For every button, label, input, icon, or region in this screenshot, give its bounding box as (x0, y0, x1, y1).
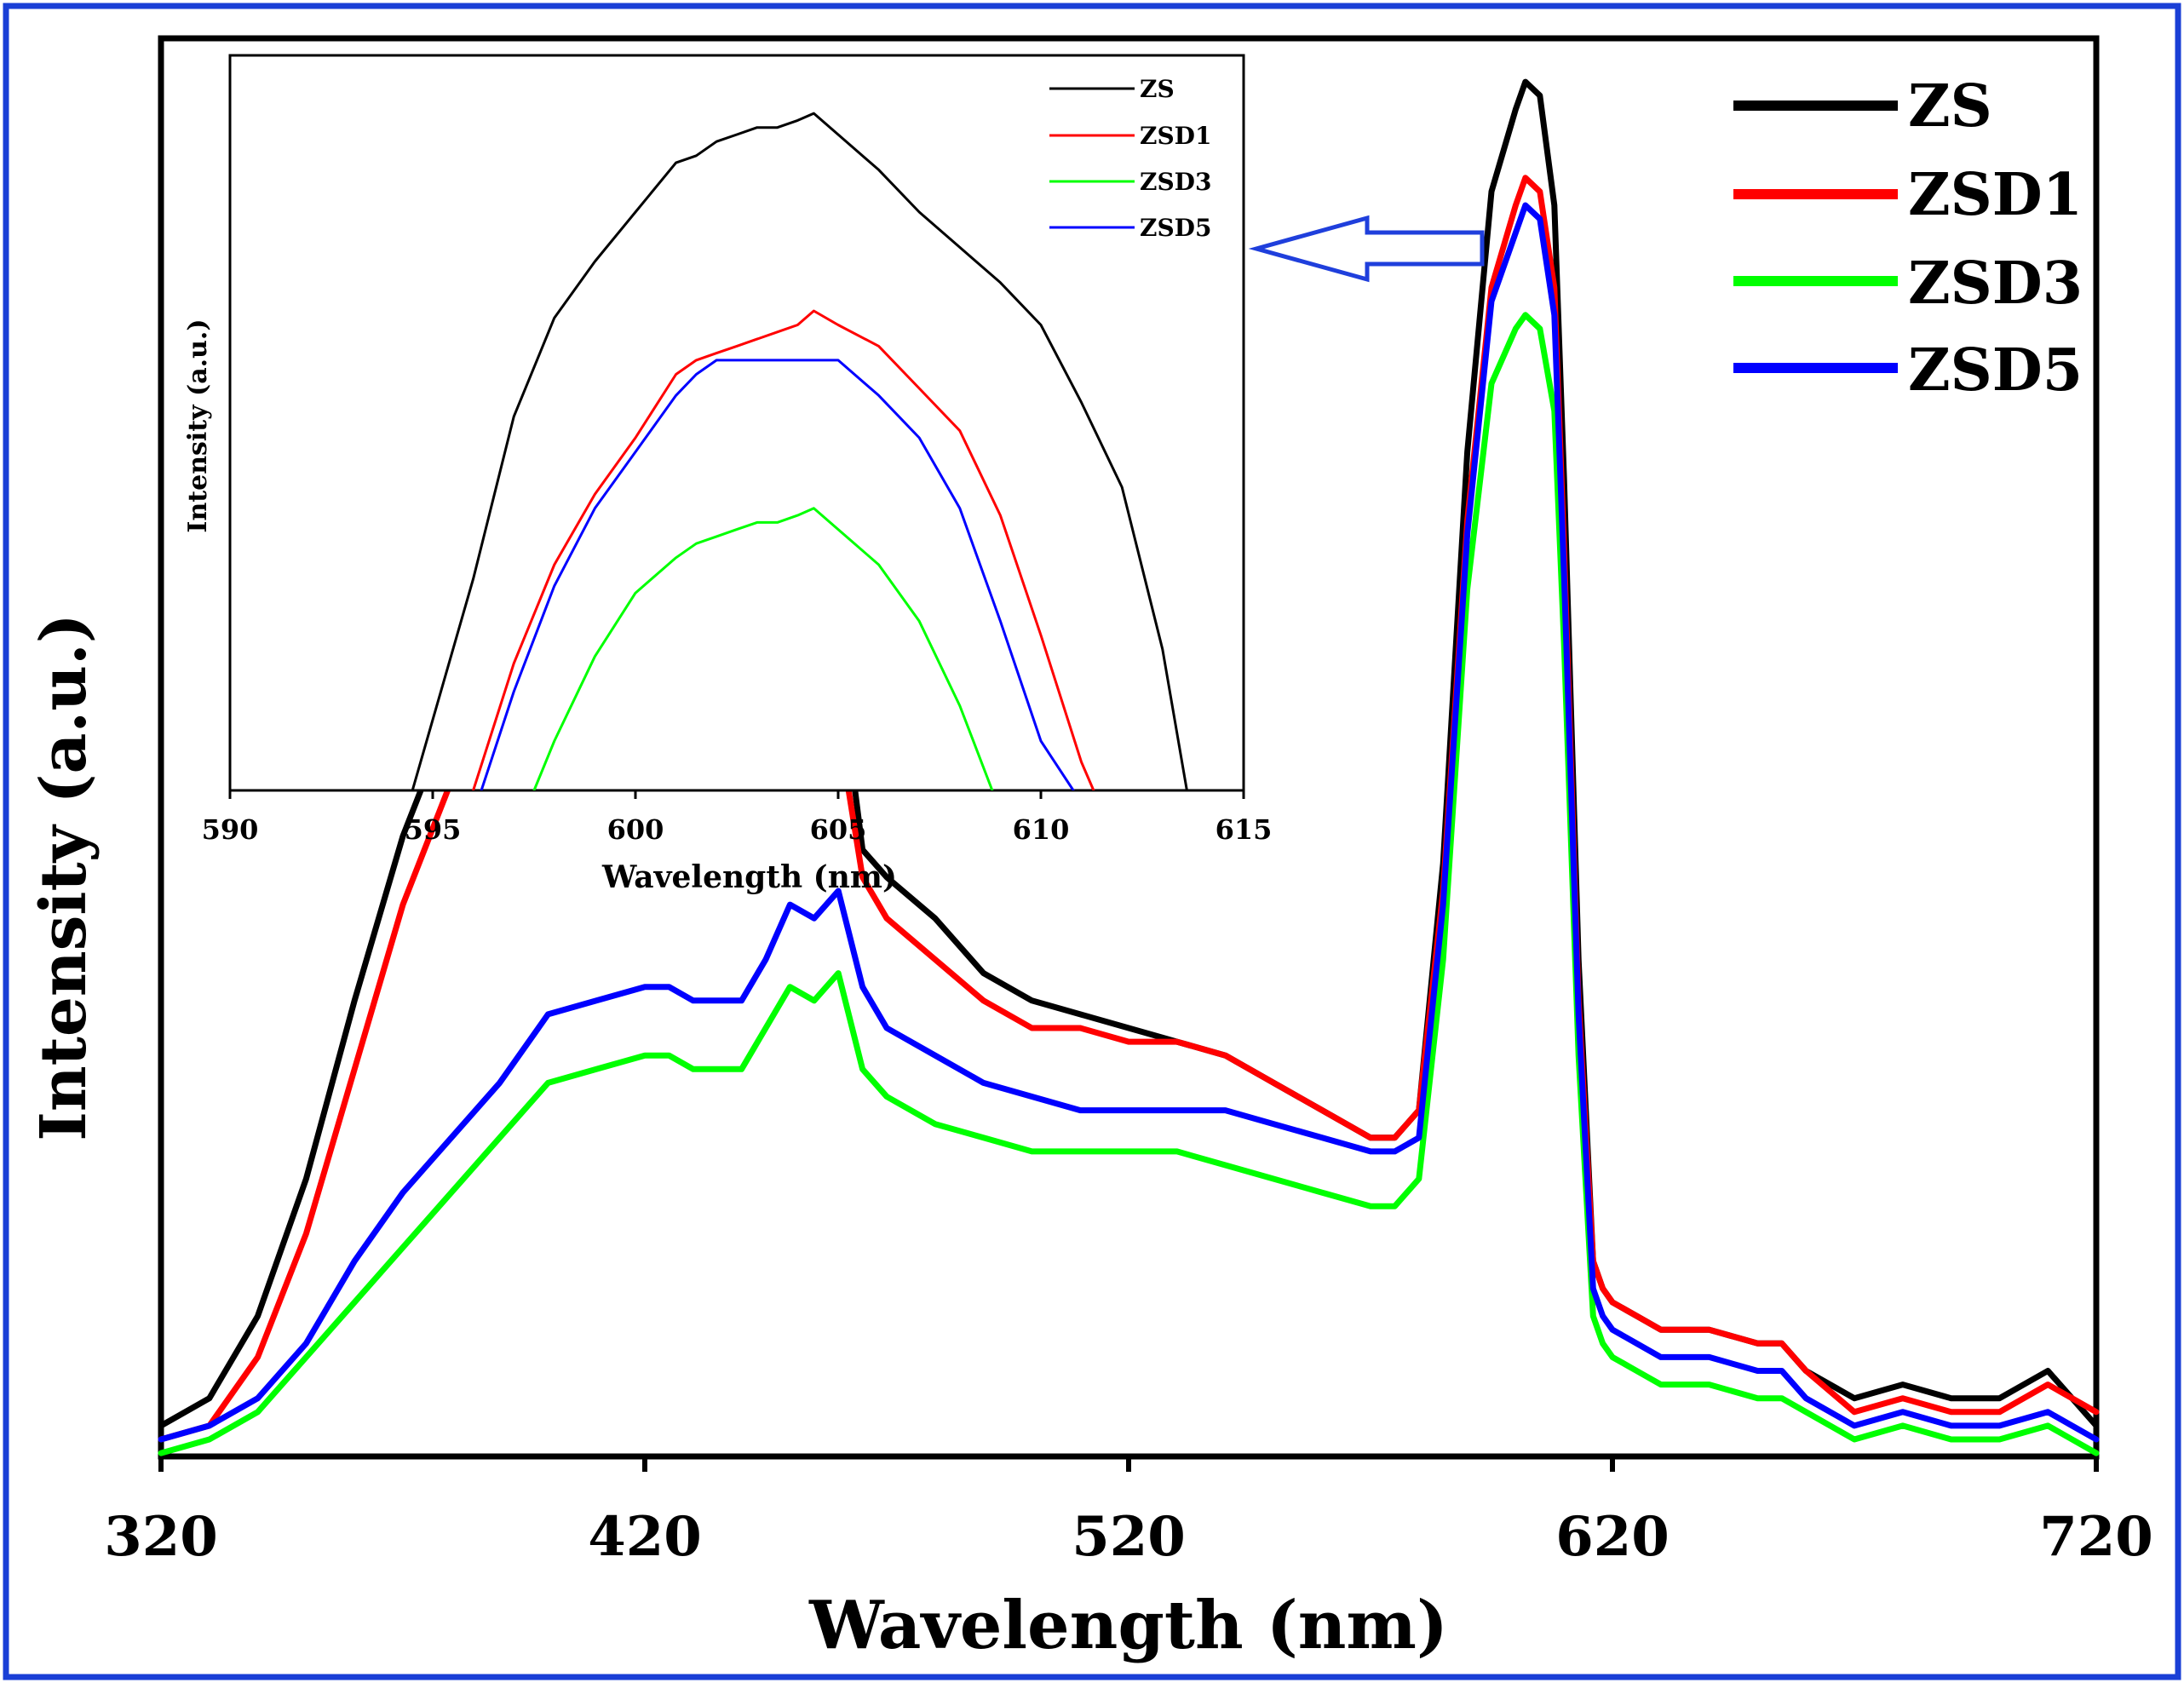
main-series-line-zsd3 (158, 312, 2100, 1456)
inset-pointer-arrow (1248, 215, 1485, 283)
inset-x-ticks: 590 595 600 605 610 615 (202, 790, 1273, 846)
inset-legend-label-zsd1: ZSD1 (1140, 122, 1211, 150)
inset-series-line-zs (411, 112, 1188, 790)
main-plot: 320 420 520 620 720 Wavelength (nm) Intensit… (27, 35, 2153, 1664)
inset-series-line-zsd5 (480, 359, 1075, 790)
legend-label-zsd5: ZSD5 (1908, 336, 2083, 405)
inset-x-tick-label: 615 (1216, 813, 1273, 846)
legend-label-zsd1: ZSD1 (1908, 161, 2083, 229)
main-series-line-zsd5 (158, 202, 2100, 1443)
main-x-tick-label: 520 (1072, 1505, 1186, 1569)
inset-legend-label-zsd3: ZSD3 (1140, 168, 1211, 196)
inset-legend: ZS ZSD1 ZSD3 ZSD5 (1049, 75, 1211, 242)
main-x-tick-label: 420 (588, 1505, 702, 1569)
main-x-tick-label: 320 (104, 1505, 218, 1569)
inset-legend-label-zsd5: ZSD5 (1140, 214, 1211, 242)
main-x-ticks: 320 420 520 620 720 (104, 1456, 2153, 1569)
inset-legend-label-zs: ZS (1140, 75, 1175, 103)
inset-x-axis-label: Wavelength (nm) (601, 859, 897, 895)
inset-x-tick-label: 605 (810, 813, 867, 846)
inset-series-group (411, 112, 1188, 790)
inset-plot-area (228, 54, 1245, 792)
inset-x-tick-label: 610 (1013, 813, 1070, 846)
inset-x-tick-label: 600 (607, 813, 664, 846)
main-x-tick-label: 620 (1555, 1505, 1670, 1569)
legend-label-zsd3: ZSD3 (1908, 250, 2083, 318)
inset-x-tick-label: 595 (405, 813, 462, 846)
main-y-axis-label: Intensity (a.u.) (27, 613, 101, 1141)
inset-y-axis-label: Intensity (a.u.) (183, 319, 213, 532)
main-legend: ZS ZSD1 ZSD3 ZSD5 (1733, 72, 2083, 405)
inset-series-line-zsd1 (472, 309, 1095, 790)
legend-label-zs: ZS (1908, 72, 1992, 141)
main-x-tick-label: 720 (2039, 1505, 2153, 1569)
inset-series-line-zsd3 (532, 507, 994, 790)
inset-x-tick-label: 590 (202, 813, 259, 846)
main-x-axis-label: Wavelength (nm) (808, 1587, 1448, 1664)
inset-plot: 590 595 600 605 610 615 Wavelength (nm) Inten… (183, 54, 1273, 895)
